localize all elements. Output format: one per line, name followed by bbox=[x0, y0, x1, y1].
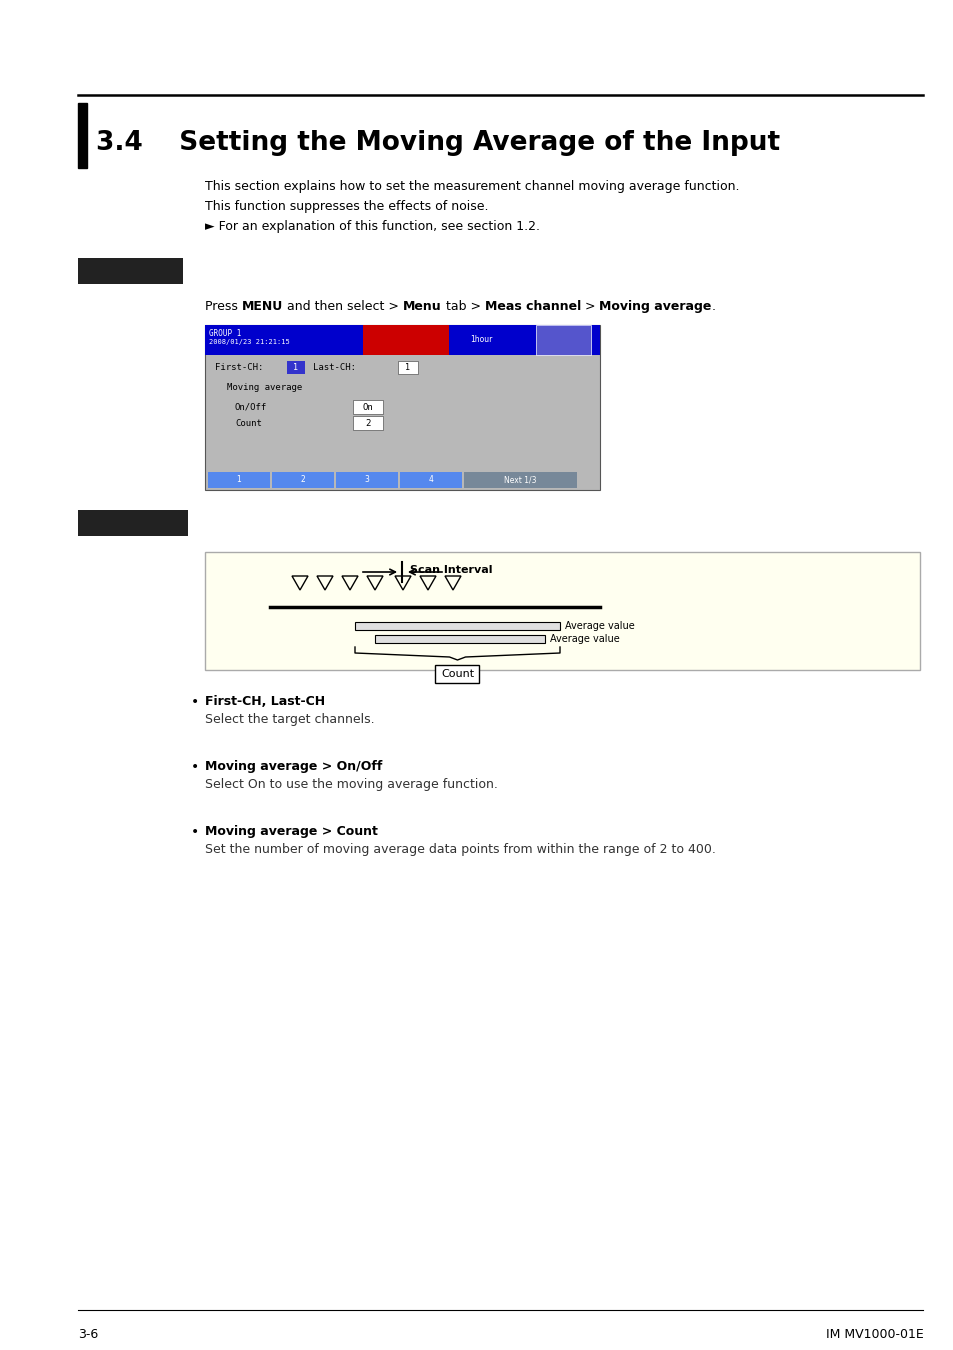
Text: Settings: Settings bbox=[100, 516, 166, 531]
Text: •: • bbox=[191, 695, 199, 709]
Text: IM MV1000-01E: IM MV1000-01E bbox=[825, 1328, 923, 1341]
Bar bbox=[272, 472, 334, 487]
Text: Select the target channels.: Select the target channels. bbox=[205, 713, 375, 726]
Text: 3-6: 3-6 bbox=[78, 1328, 98, 1341]
Text: This function suppresses the effects of noise.: This function suppresses the effects of … bbox=[205, 200, 488, 213]
Text: Display: Display bbox=[102, 265, 159, 278]
Bar bbox=[208, 472, 270, 487]
Text: 4: 4 bbox=[428, 475, 433, 485]
Text: Select On to use the moving average function.: Select On to use the moving average func… bbox=[205, 778, 497, 791]
Text: 2: 2 bbox=[365, 418, 371, 428]
Bar bbox=[435, 666, 479, 683]
Text: Next 1/3: Next 1/3 bbox=[504, 475, 537, 485]
Text: and then select >: and then select > bbox=[283, 300, 403, 313]
Bar bbox=[78, 258, 183, 284]
Bar bbox=[205, 552, 919, 670]
Text: MENU: MENU bbox=[242, 300, 283, 313]
Text: Count: Count bbox=[440, 670, 474, 679]
Bar bbox=[536, 325, 590, 355]
Text: Moving average: Moving average bbox=[598, 300, 711, 313]
Bar bbox=[205, 325, 599, 355]
Bar bbox=[399, 472, 461, 487]
Text: 2: 2 bbox=[300, 475, 305, 485]
Bar bbox=[78, 103, 87, 167]
Text: ► For an explanation of this function, see section 1.2.: ► For an explanation of this function, s… bbox=[205, 220, 539, 234]
Text: Moving average > Count: Moving average > Count bbox=[205, 825, 377, 838]
Bar bbox=[335, 472, 397, 487]
Bar bbox=[397, 360, 417, 374]
Text: 3.4    Setting the Moving Average of the Input: 3.4 Setting the Moving Average of the In… bbox=[96, 130, 780, 157]
Bar bbox=[463, 472, 577, 487]
Text: •: • bbox=[191, 825, 199, 838]
Bar bbox=[78, 510, 188, 536]
Text: Count: Count bbox=[234, 418, 262, 428]
Bar bbox=[205, 325, 599, 490]
Text: On: On bbox=[362, 402, 373, 412]
Text: Scan Interval: Scan Interval bbox=[410, 566, 492, 575]
Text: GROUP 1: GROUP 1 bbox=[209, 329, 241, 338]
Text: Moving average: Moving average bbox=[227, 382, 302, 391]
Bar bbox=[355, 622, 559, 630]
Text: 1: 1 bbox=[405, 363, 410, 371]
Text: Meas channel: Meas channel bbox=[484, 300, 580, 313]
Text: 3: 3 bbox=[364, 475, 369, 485]
Text: First-CH:: First-CH: bbox=[214, 363, 263, 371]
Text: Average value: Average value bbox=[550, 634, 619, 644]
Bar bbox=[375, 634, 544, 643]
Text: •: • bbox=[191, 760, 199, 774]
Text: 1: 1 bbox=[236, 475, 241, 485]
Text: 1: 1 bbox=[294, 363, 298, 371]
Text: >: > bbox=[580, 300, 598, 313]
Text: tab >: tab > bbox=[441, 300, 484, 313]
Text: .: . bbox=[711, 300, 715, 313]
Bar bbox=[287, 360, 305, 374]
Text: 2008/01/23 21:21:15: 2008/01/23 21:21:15 bbox=[209, 339, 290, 346]
Text: This section explains how to set the measurement channel moving average function: This section explains how to set the mea… bbox=[205, 180, 739, 193]
Text: Average value: Average value bbox=[564, 621, 634, 630]
Text: Last-CH:: Last-CH: bbox=[313, 363, 355, 371]
Text: 1hour: 1hour bbox=[469, 336, 492, 344]
Text: On/Off: On/Off bbox=[234, 402, 267, 412]
Text: Set the number of moving average data points from within the range of 2 to 400.: Set the number of moving average data po… bbox=[205, 842, 716, 856]
Text: First-CH, Last-CH: First-CH, Last-CH bbox=[205, 695, 325, 707]
Text: Moving average > On/Off: Moving average > On/Off bbox=[205, 760, 382, 774]
Text: Press: Press bbox=[205, 300, 242, 313]
Text: Menu: Menu bbox=[403, 300, 441, 313]
Bar bbox=[353, 400, 382, 414]
Bar bbox=[363, 325, 449, 355]
Bar bbox=[353, 416, 382, 431]
